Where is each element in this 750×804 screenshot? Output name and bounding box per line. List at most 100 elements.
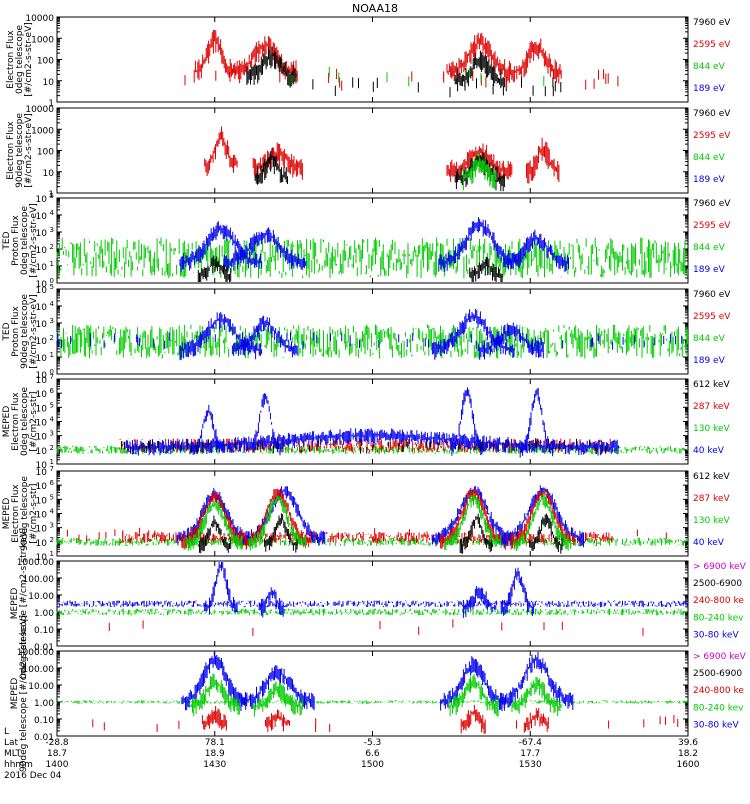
y-tick-label: 0.10 bbox=[34, 626, 54, 636]
burst-series bbox=[197, 515, 232, 554]
legend-entry: 240-800 ke bbox=[693, 686, 744, 696]
y-tick-label-exp: 1 bbox=[50, 351, 54, 359]
y-tick-label: 10 bbox=[36, 447, 48, 457]
y-tick-label-exp: 0 bbox=[50, 277, 54, 285]
burst-series bbox=[252, 142, 303, 180]
y-tick-label: 1000 bbox=[31, 126, 54, 136]
burst-series bbox=[193, 29, 236, 83]
y-tick-label: 1000.00 bbox=[17, 558, 54, 568]
burst-series bbox=[265, 709, 290, 733]
y-tick-label: 100.00 bbox=[23, 665, 55, 675]
y-axis-label: TED bbox=[2, 322, 12, 341]
y-axis-label: TED bbox=[2, 231, 12, 250]
y-tick-label-exp: 1 bbox=[50, 260, 54, 268]
y-tick-label-exp: 3 bbox=[50, 317, 54, 325]
y-axis-label: MEPED bbox=[10, 588, 20, 620]
legend-entry: > 6900 keV bbox=[693, 562, 747, 572]
burst-series bbox=[246, 46, 297, 88]
y-tick-label: 100.00 bbox=[23, 575, 55, 585]
y-tick-label: 10 bbox=[36, 496, 48, 506]
y-tick-label: 10 bbox=[36, 371, 48, 381]
time-row-value: -67.4 bbox=[519, 738, 543, 748]
legend-entry: 7960 eV bbox=[693, 290, 731, 300]
y-axis-label: Electron Flux bbox=[6, 30, 16, 89]
y-tick-label: 10 bbox=[43, 169, 55, 179]
y-tick-label: 10 bbox=[36, 404, 48, 414]
y-tick-label: 10 bbox=[36, 376, 48, 386]
y-tick-label-exp: 3 bbox=[50, 430, 54, 438]
legend-entry: 130 keV bbox=[693, 424, 730, 434]
burst-series bbox=[503, 229, 569, 273]
burst-series bbox=[454, 50, 505, 92]
time-row-value: 1530 bbox=[519, 760, 542, 770]
y-axis-label: MEPED bbox=[10, 678, 20, 710]
y-axis-label: Proton Flux bbox=[11, 306, 21, 357]
legend-entry: 40 keV bbox=[693, 446, 725, 456]
time-row-name: MLT bbox=[4, 749, 22, 759]
y-tick-label: 10 bbox=[36, 461, 48, 471]
y-tick-label-exp: 0 bbox=[50, 368, 54, 376]
legend-entry: 80-240 kev bbox=[693, 703, 744, 713]
noise-series bbox=[56, 700, 688, 704]
y-tick-label: 100 bbox=[37, 148, 54, 158]
y-tick-label-exp: 4 bbox=[50, 300, 55, 308]
y-axis-label: Electron Flux bbox=[11, 484, 21, 543]
y-axis-label: 0deg telescope [#/cm2-s-str-keV] bbox=[19, 528, 29, 679]
y-tick-label: 10000 bbox=[25, 105, 54, 115]
burst-series bbox=[252, 681, 303, 717]
y-axis-label: Electron Flux bbox=[11, 392, 21, 451]
panel-frame bbox=[56, 107, 689, 194]
y-tick-label: 1.00 bbox=[34, 699, 54, 709]
y-tick-label-exp: 3 bbox=[50, 226, 54, 234]
legend-entry: 612 keV bbox=[693, 380, 730, 390]
legend-entry: 2595 eV bbox=[693, 40, 731, 50]
y-axis-label: 90deg telescope bbox=[15, 113, 25, 188]
sparse-series bbox=[121, 438, 606, 454]
sparse-series bbox=[92, 714, 679, 733]
legend-entry: 844 eV bbox=[693, 334, 726, 344]
burst-series bbox=[204, 562, 238, 615]
sparse-series bbox=[184, 68, 619, 91]
y-tick-label-exp: 2 bbox=[50, 536, 54, 544]
burst-series bbox=[258, 587, 284, 618]
y-tick-label: 10 bbox=[36, 320, 48, 330]
burst-series bbox=[526, 137, 560, 184]
y-tick-label: 10000 bbox=[25, 14, 54, 24]
time-row-value: 18.2 bbox=[678, 749, 698, 759]
y-tick-label: 10 bbox=[36, 195, 48, 205]
y-tick-label: 10 bbox=[36, 511, 48, 521]
y-axis-label: 90deg telescope bbox=[20, 476, 30, 551]
y-tick-label: 10 bbox=[36, 354, 48, 364]
y-axis-label: [#/cm2-s-str-eV] bbox=[29, 203, 39, 278]
panel-frame bbox=[56, 650, 689, 737]
y-tick-label: 10 bbox=[36, 419, 48, 429]
y-tick-label: 1 bbox=[48, 99, 54, 109]
burst-series bbox=[499, 652, 574, 712]
burst-series bbox=[264, 513, 298, 553]
burst-series bbox=[254, 148, 288, 185]
y-tick-label: 10 bbox=[43, 78, 55, 88]
y-axis-label: MEPED bbox=[2, 498, 12, 530]
noise-series bbox=[56, 608, 688, 616]
y-axis-label: [#/cm2-s-str-eV] bbox=[24, 22, 34, 97]
y-tick-label-exp: 1 bbox=[50, 458, 54, 466]
legend-entry: 844 eV bbox=[693, 62, 726, 72]
y-tick-label: 10 bbox=[36, 390, 48, 400]
y-tick-label-exp: 6 bbox=[50, 479, 55, 487]
y-tick-label-exp: 5 bbox=[50, 493, 54, 501]
noise-series bbox=[56, 237, 688, 279]
sparse-series bbox=[57, 332, 683, 351]
legend-entry: 612 keV bbox=[693, 472, 730, 482]
legend-entry: 7960 eV bbox=[693, 18, 731, 28]
time-row-value: 18.9 bbox=[205, 749, 225, 759]
burst-series bbox=[459, 513, 494, 554]
y-tick-label-exp: 4 bbox=[50, 416, 55, 424]
burst-series bbox=[201, 706, 227, 731]
burst-series bbox=[500, 567, 535, 617]
burst-series bbox=[189, 673, 240, 717]
legend-entry: 80-240 kev bbox=[693, 613, 744, 623]
y-axis-label: MEPED bbox=[2, 406, 12, 438]
legend-entry: 2500-6900 bbox=[693, 579, 742, 589]
time-row-value: 17.7 bbox=[520, 749, 540, 759]
